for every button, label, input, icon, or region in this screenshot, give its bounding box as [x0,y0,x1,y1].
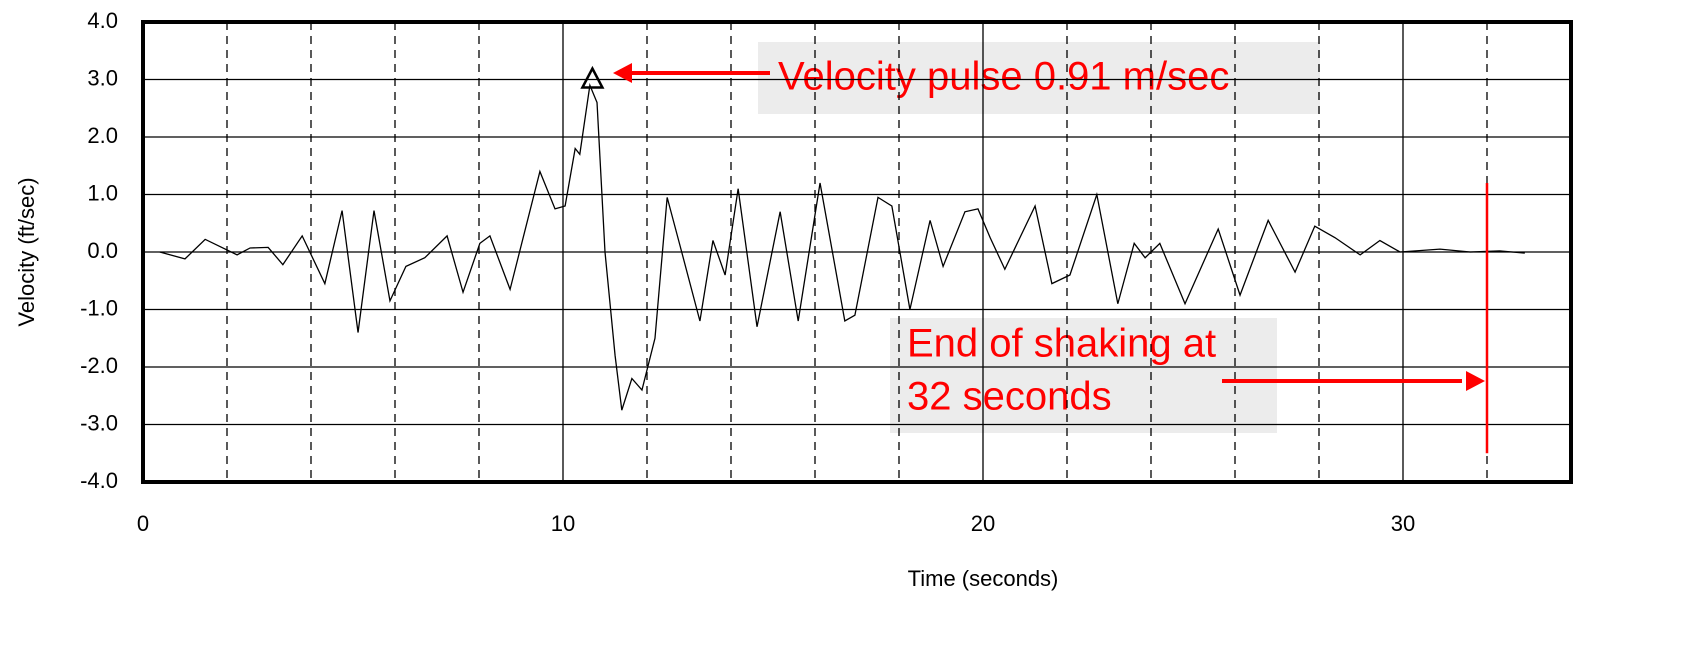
peak-marker [580,65,605,89]
y-tick-label: -3.0 [80,410,118,435]
annotation-box [890,318,1277,433]
arrowhead [1466,371,1485,391]
y-tick-label: -1.0 [80,295,118,320]
x-tick-label: 0 [137,511,149,536]
y-tick-label: 4.0 [87,8,118,33]
y-tick-label: 2.0 [87,123,118,148]
annotation: 32 seconds [907,375,1112,419]
arrowhead [613,63,632,83]
y-tick-label: -2.0 [80,353,118,378]
plot-border [141,20,1573,484]
x-tick-label: 10 [551,511,575,536]
annotation: Velocity pulse 0.91 m/sec [778,55,1229,99]
y-axis-title: Velocity (ft/sec) [14,177,39,326]
x-axis-title: Time (seconds) [908,566,1059,591]
y-tick-label: -4.0 [80,468,118,493]
y-tick-label: 0.0 [87,238,118,263]
x-tick-label: 20 [971,511,995,536]
y-tick-label: 1.0 [87,180,118,205]
y-tick-label: 3.0 [87,65,118,90]
data-line [159,82,1525,411]
annotation: End of shaking at [907,322,1216,366]
annotation-box [758,42,1320,114]
x-tick-label: 30 [1391,511,1415,536]
